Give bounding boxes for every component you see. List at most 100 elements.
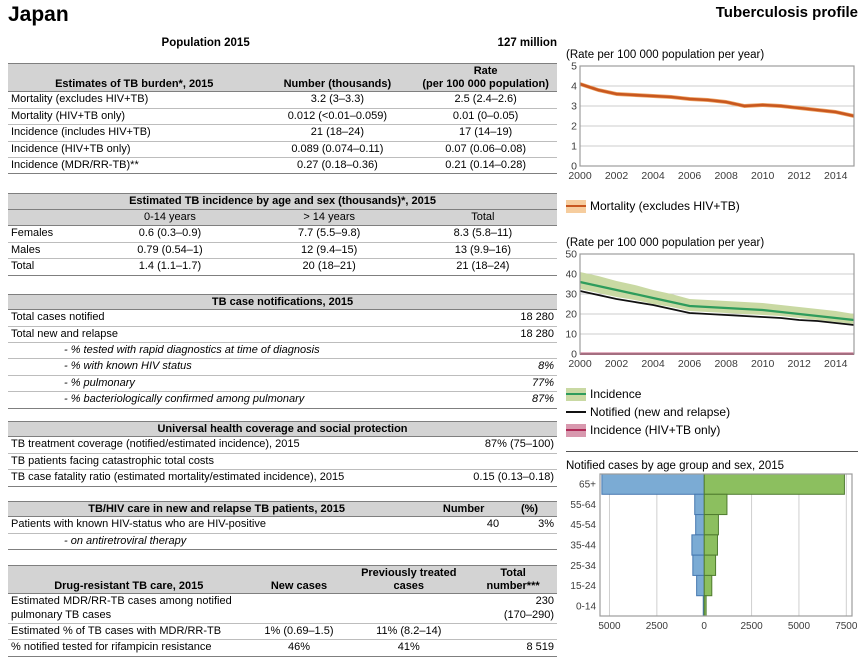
cell: Mortality (excludes HIV+TB) — [8, 91, 261, 109]
table-row: - % tested with rapid diagnostics at tim… — [8, 342, 557, 360]
drtb-table: Drug-resistant TB care, 2015 New cases P… — [8, 564, 557, 657]
tb-burden-table: Estimates of TB burden*, 2015 Number (th… — [8, 62, 557, 175]
svg-text:2010: 2010 — [751, 170, 775, 182]
svg-text:2006: 2006 — [678, 358, 702, 370]
table-row: Total cases notified 18 280 — [8, 309, 557, 327]
cell: 0.6 (0.3–0.9) — [90, 225, 250, 243]
cell: 0.21 (0.14–0.28) — [414, 157, 557, 175]
header-cell: Number (thousands) — [260, 62, 415, 93]
mortality-legend-line — [566, 204, 586, 207]
svg-text:45-54: 45-54 — [570, 520, 596, 531]
cell: 20 (18–21) — [249, 258, 409, 276]
svg-text:35-44: 35-44 — [570, 541, 596, 552]
mortality-legend: Mortality (excludes HIV+TB) — [566, 197, 858, 215]
header-cell: Total number*** — [469, 564, 557, 595]
legend-item: Notified (new and relapse) — [566, 403, 858, 421]
table-row: TB treatment coverage (notified/estimate… — [8, 436, 557, 454]
svg-text:2: 2 — [571, 121, 577, 133]
svg-text:2006: 2006 — [678, 170, 702, 182]
table-header: TB case notifications, 2015 — [8, 293, 557, 311]
cell: - % with known HIV status — [8, 358, 459, 376]
cell: Incidence (MDR/RR-TB)** — [8, 157, 261, 175]
table-row: Females 0.6 (0.3–0.9) 7.7 (5.5–9.8) 8.3 … — [8, 225, 557, 243]
svg-text:1: 1 — [571, 141, 577, 153]
header-cell: (%) — [502, 500, 557, 518]
svg-text:2004: 2004 — [641, 358, 665, 370]
cell: % notified tested for rifampicin resista… — [8, 639, 250, 657]
table-row: Incidence (HIV+TB only) 0.089 (0.074–0.1… — [8, 141, 557, 158]
header-cell: 0-14 years — [90, 209, 250, 227]
table-header: Estimated TB incidence by age and sex (t… — [8, 193, 557, 210]
table-row: Estimated % of TB cases with MDR/RR-TB 1… — [8, 623, 557, 641]
table-row: Incidence (includes HIV+TB) 21 (18–24) 1… — [8, 124, 557, 142]
svg-text:2004: 2004 — [641, 170, 665, 182]
cell: 21 (18–24) — [260, 124, 415, 142]
svg-text:2012: 2012 — [788, 170, 812, 182]
svg-text:2002: 2002 — [605, 170, 629, 182]
incidence-trend-chart: 0 10 20 30 40 50 2000 2002 2004 2006 2008 2010 2012 2… — [566, 249, 855, 370]
section-title: TB case notifications, 2015 — [8, 293, 557, 311]
tbhiv-table: TB/HIV care in new and relapse TB patien… — [8, 500, 557, 550]
cell: 87% — [458, 391, 557, 409]
cell: 7.7 (5.5–9.8) — [249, 225, 409, 243]
population-row: Population 2015 127 million — [8, 37, 557, 49]
mortality-chart-caption: (Rate per 100 000 population per year) — [566, 49, 765, 61]
cell: 1.4 (1.1–1.7) — [90, 258, 250, 276]
cell — [502, 533, 557, 550]
incidence-legend-line — [566, 392, 586, 395]
table-row: Total new and relapse 18 280 — [8, 326, 557, 344]
table-row: TB patients facing catastrophic total co… — [8, 453, 557, 471]
cell: 0.012 (<0.01–0.059) — [260, 108, 415, 126]
cell: Females — [8, 225, 91, 243]
header-cell: New cases — [249, 564, 349, 595]
table-row: Incidence (MDR/RR-TB)** 0.27 (0.18–0.36)… — [8, 157, 557, 175]
header-cell — [8, 209, 91, 227]
cell — [249, 593, 349, 625]
cell: Males — [8, 242, 91, 260]
cell: TB treatment coverage (notified/estimate… — [8, 436, 437, 454]
svg-text:2000: 2000 — [568, 170, 592, 182]
svg-text:4: 4 — [571, 81, 577, 93]
cell: - % pulmonary — [8, 375, 459, 393]
cell: 21 (18–24) — [408, 258, 557, 276]
cell: 8 519 — [469, 639, 557, 657]
table-subheader: 0-14 years > 14 years Total — [8, 209, 557, 227]
cell — [469, 623, 557, 641]
svg-text:2500: 2500 — [740, 621, 763, 632]
cell: Mortality (HIV+TB only) — [8, 108, 261, 126]
hiv-incidence-legend-line — [566, 428, 586, 431]
cell: Estimated % of TB cases with MDR/RR-TB — [8, 623, 250, 641]
cell: TB patients facing catastrophic total co… — [8, 453, 437, 471]
svg-text:65+: 65+ — [579, 480, 596, 491]
cell: Total — [8, 258, 91, 276]
cell: - on antiretroviral therapy — [8, 533, 426, 550]
section-title: TB/HIV care in new and relapse TB patien… — [8, 500, 426, 518]
legend-label: Incidence (HIV+TB only) — [590, 423, 721, 437]
table-row: Patients with known HIV-status who are H… — [8, 516, 557, 534]
legend-label: Incidence — [590, 387, 642, 401]
cell: 0.089 (0.074–0.11) — [260, 141, 415, 158]
svg-text:2010: 2010 — [751, 358, 775, 370]
svg-text:2008: 2008 — [714, 358, 738, 370]
cell — [436, 453, 557, 471]
header-cell: Previously treated cases — [348, 564, 470, 595]
svg-text:2002: 2002 — [605, 358, 629, 370]
svg-text:0: 0 — [571, 349, 577, 361]
header-cell: Number — [425, 500, 503, 518]
cell — [458, 342, 557, 360]
left-column: Japan Population 2015 127 million Estima… — [8, 0, 557, 657]
table-row: Mortality (excludes HIV+TB) 3.2 (3–3.3) … — [8, 91, 557, 109]
table-header: Universal health coverage and social pro… — [8, 420, 557, 438]
svg-text:2014: 2014 — [824, 358, 848, 370]
cell: 87% (75–100) — [436, 436, 557, 454]
svg-text:30: 30 — [566, 289, 577, 301]
svg-text:2008: 2008 — [714, 170, 738, 182]
cell: Incidence (includes HIV+TB) — [8, 124, 261, 142]
table-row: - % bacteriologically confirmed among pu… — [8, 391, 557, 409]
svg-text:7500: 7500 — [835, 621, 858, 632]
svg-text:15-24: 15-24 — [570, 581, 596, 592]
legend-label: Mortality (excludes HIV+TB) — [590, 199, 740, 213]
uhc-table: Universal health coverage and social pro… — [8, 420, 557, 487]
profile-title: Tuberculosis profile — [715, 4, 858, 21]
hiv-incidence-legend-swatch — [566, 423, 586, 437]
